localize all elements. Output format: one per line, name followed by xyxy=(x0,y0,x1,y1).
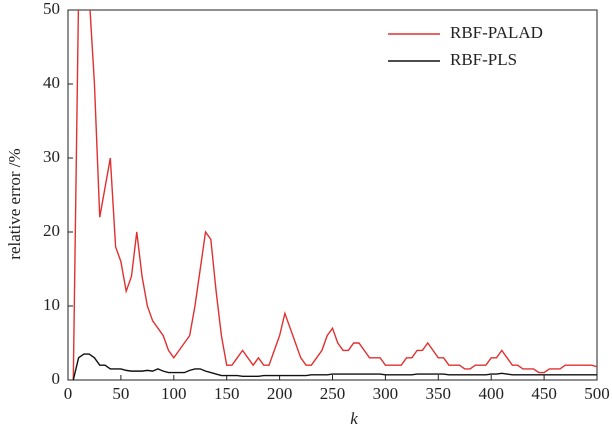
x-tick-label: 400 xyxy=(478,384,504,403)
y-tick-label: 20 xyxy=(43,221,60,240)
x-tick-label: 200 xyxy=(267,384,293,403)
x-tick-label: 250 xyxy=(320,384,346,403)
legend-label: RBF-PALAD xyxy=(450,23,543,42)
data-line xyxy=(72,10,597,380)
y-tick-label: 30 xyxy=(43,147,60,166)
y-tick-label: 40 xyxy=(43,73,60,92)
data-line xyxy=(72,353,597,380)
x-tick-label: 100 xyxy=(161,384,187,403)
y-axis-label: relative error /% xyxy=(5,148,24,259)
legend-label: RBF-PLS xyxy=(450,50,517,69)
x-tick-label: 450 xyxy=(531,384,557,403)
x-axis-label: k xyxy=(350,409,358,428)
x-tick-label: 150 xyxy=(214,384,240,403)
x-tick-label: 50 xyxy=(112,384,129,403)
plot-frame xyxy=(67,9,598,381)
y-tick-label: 50 xyxy=(43,0,60,18)
x-tick-label: 500 xyxy=(584,384,610,403)
x-tick-label: 0 xyxy=(64,384,73,403)
plot-area xyxy=(72,10,597,380)
y-tick-label: 0 xyxy=(52,369,61,388)
y-tick-label: 10 xyxy=(43,295,60,314)
x-tick-label: 350 xyxy=(426,384,452,403)
x-tick-label: 300 xyxy=(373,384,399,403)
